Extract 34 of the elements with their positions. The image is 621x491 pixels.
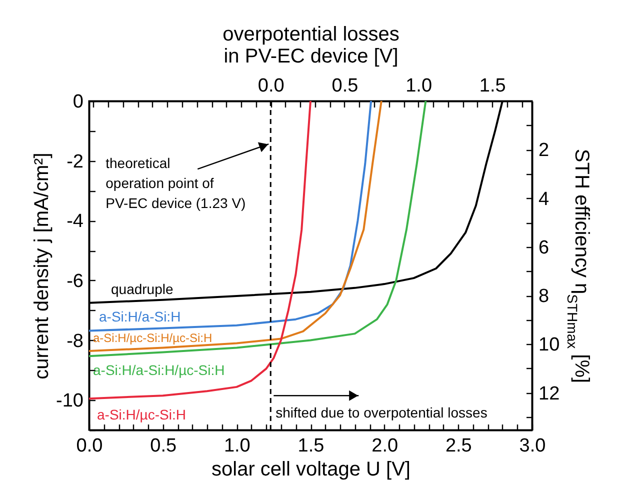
- y-tick-label: 0: [72, 92, 84, 112]
- series-label: a-Si:H/a-Si:H: [99, 308, 181, 325]
- y2-tick-label: 6: [538, 237, 550, 258]
- annotation: shifted due to overpotential losses: [276, 404, 488, 421]
- y2-tick-label: 4: [538, 188, 550, 210]
- y-tick-label: -4: [66, 211, 84, 232]
- x-tick-label: 0.5: [150, 436, 177, 456]
- y-tick-label: -8: [66, 330, 84, 352]
- x2-tick-label: 1.0: [406, 76, 432, 96]
- x-tick-label: 3.0: [519, 436, 546, 456]
- y2-tick-label: 2: [538, 140, 550, 162]
- x2-tick-label: 0.0: [258, 76, 284, 96]
- y2-tick-label: 8: [538, 286, 550, 308]
- x-axis-title: solar cell voltage U [V]: [212, 458, 410, 480]
- line-series: [89, 101, 312, 400]
- y2-tick-label: 10: [538, 334, 560, 356]
- series-label: a-Si:H/µc-Si:H: [97, 406, 186, 423]
- x-tick-label: 2.0: [372, 436, 398, 456]
- y-axis-title: current density j [mA/cm²]: [31, 152, 54, 380]
- x2-axis-title: overpotential losses in PV-EC device [V]: [222, 24, 400, 68]
- x2-tick-label: 1.5: [479, 76, 506, 96]
- x-tick-label: 0.0: [76, 436, 103, 456]
- x-tick-label: 2.5: [445, 436, 472, 456]
- y2-tick-label: 12: [538, 383, 560, 404]
- series-label: quadruple: [111, 280, 174, 297]
- series-label: a-Si:H/µc-Si:H/µc-Si:H: [93, 331, 212, 346]
- x-tick-label: 1.5: [298, 436, 324, 456]
- y-tick-label: -2: [66, 151, 84, 172]
- y-tick-label: -6: [66, 270, 84, 292]
- series-label: a-Si:H/a-Si:H/µc-Si:H: [93, 362, 225, 378]
- annotation: theoretical operation point of PV-EC device (1.23 V): [106, 155, 246, 212]
- x2-tick-label: 0.5: [332, 76, 358, 96]
- y-tick-label: -10: [56, 390, 84, 412]
- x-tick-label: 1.0: [224, 436, 250, 456]
